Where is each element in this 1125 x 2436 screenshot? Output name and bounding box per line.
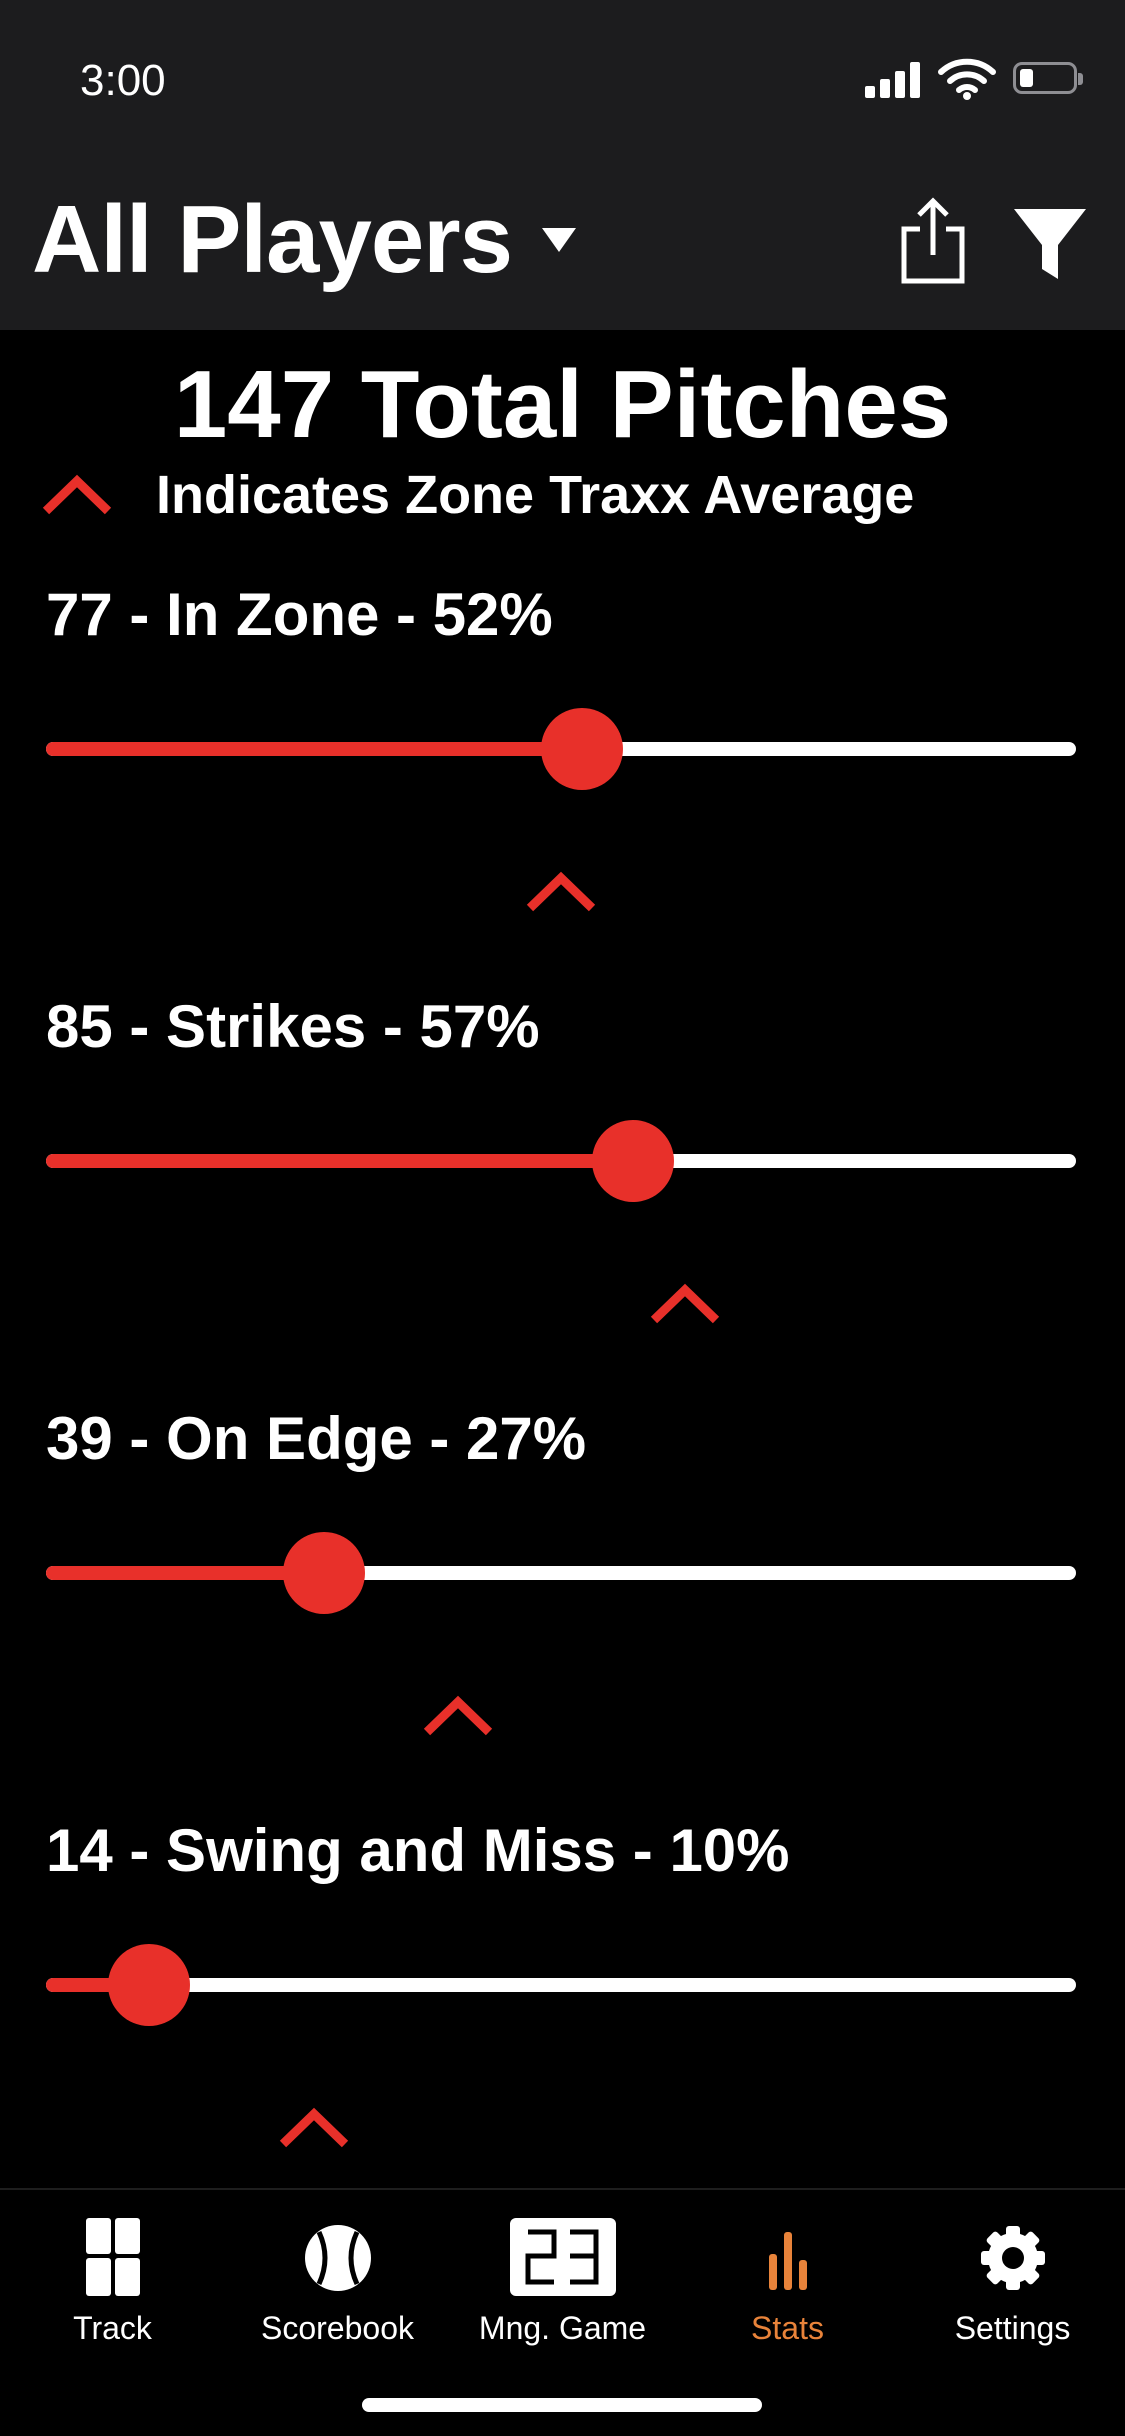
slider-fill [46,1566,325,1580]
cellular-signal-icon [865,62,921,98]
legend-text: Indicates Zone Traxx Average [156,465,915,525]
stat-slider-track[interactable] [46,1120,1076,1202]
zone-traxx-average-marker-icon [650,1283,719,1324]
slider-thumb[interactable] [540,708,623,790]
legend: Indicates Zone Traxx Average [40,460,914,530]
tab-stats[interactable]: Stats [675,2206,900,2366]
tab-scorebook[interactable]: Scorebook [225,2206,450,2366]
scoreboard-icon [509,2218,616,2296]
tab-label: Track [73,2310,152,2346]
tab-bar: Track Scorebook Mng. Game Stats [0,2188,1125,2436]
stat-label: 85 - Strikes - 57% [46,993,540,1060]
stat-slider-track[interactable] [46,708,1076,790]
page-title: All Players [32,186,513,293]
slider-thumb[interactable] [592,1120,675,1202]
wifi-icon [938,58,996,100]
tab-label: Scorebook [261,2310,414,2346]
stats-panel: 147 Total Pitches Indicates Zone Traxx A… [0,330,1125,2188]
dropdown-caret-icon [541,228,576,252]
zone-traxx-average-marker-icon [279,2107,348,2148]
stat-strikes: 85 - Strikes - 57% [0,992,1125,1372]
tab-settings[interactable]: Settings [900,2206,1125,2366]
grid-icon [85,2218,140,2296]
stat-in-zone: 77 - In Zone - 52% [0,580,1125,960]
stat-slider-track[interactable] [46,1944,1076,2026]
baseball-icon [304,2225,371,2291]
stat-slider-track[interactable] [46,1532,1076,1614]
stat-label: 14 - Swing and Miss - 10% [46,1817,790,1884]
slider-thumb[interactable] [108,1944,190,2026]
slider-fill [46,1154,634,1168]
home-indicator [362,2398,762,2412]
stat-label: 77 - In Zone - 52% [46,581,553,648]
player-selector[interactable]: All Players [32,185,576,295]
slider-fill [46,742,582,756]
average-marker-icon [42,474,112,515]
tab-label: Settings [954,2310,1071,2346]
tab-track[interactable]: Track [0,2206,225,2366]
status-time: 3:00 [80,56,166,105]
status-icons [865,56,1095,106]
total-pitches: 147 Total Pitches [173,351,952,458]
zone-traxx-average-marker-icon [526,871,596,912]
bar-chart-icon [768,2232,807,2290]
tab-mng-game[interactable]: Mng. Game [450,2206,675,2366]
tab-label: Mng. Game [478,2310,647,2346]
battery-icon [1013,62,1083,94]
share-icon[interactable] [898,195,968,285]
stat-on-edge: 39 - On Edge - 27% [0,1404,1125,1784]
gear-icon [980,2226,1045,2290]
stat-label: 39 - On Edge - 27% [46,1405,587,1472]
zone-traxx-average-marker-icon [423,1695,493,1736]
tab-label: Stats [751,2310,824,2346]
slider-thumb[interactable] [283,1532,366,1614]
header: 3:00 All Players [0,0,1125,330]
filter-icon[interactable] [1012,205,1088,283]
stat-swing-and-miss: 14 - Swing and Miss - 10% [0,1816,1125,2196]
